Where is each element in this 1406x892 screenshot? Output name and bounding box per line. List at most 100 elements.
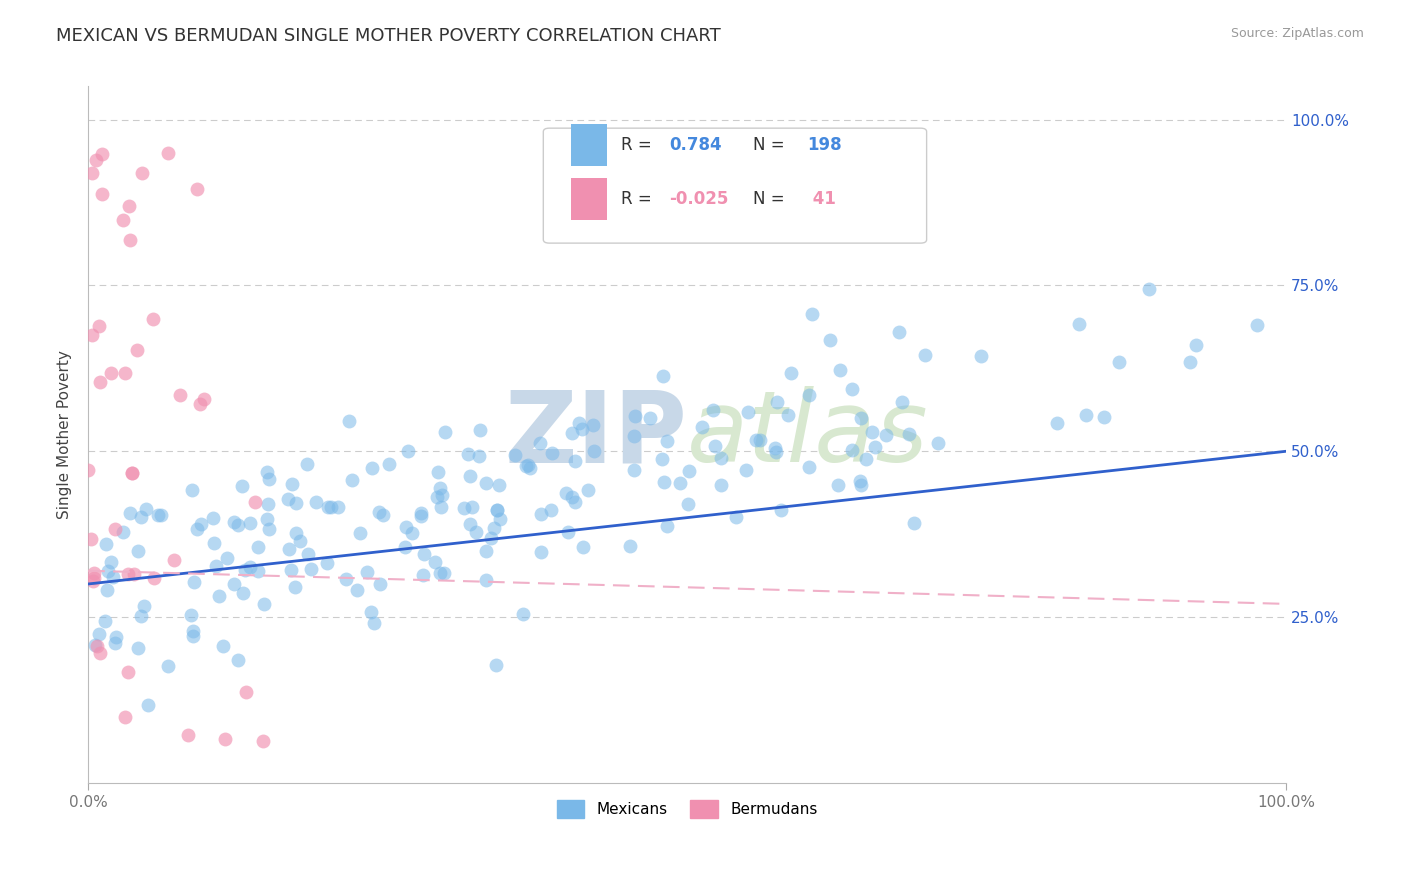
- Mexicans: [475, 573, 498, 587]
- Mexicans: [135, 502, 157, 516]
- Mexicans: [277, 492, 299, 507]
- Mexicans: [710, 451, 733, 466]
- Mexicans: [1246, 318, 1268, 333]
- Bermudans: [122, 567, 145, 582]
- Mexicans: [766, 394, 789, 409]
- Mexicans: [763, 441, 786, 455]
- Mexicans: [555, 486, 578, 500]
- Mexicans: [652, 475, 675, 489]
- Mexicans: [222, 515, 245, 529]
- Mexicans: [488, 512, 510, 526]
- Mexicans: [769, 503, 792, 517]
- Mexicans: [373, 508, 395, 523]
- Bermudans: [117, 665, 139, 679]
- Mexicans: [396, 444, 419, 458]
- Mexicans: [1045, 416, 1067, 430]
- Bermudans: [163, 553, 186, 567]
- Mexicans: [256, 465, 278, 479]
- Mexicans: [127, 543, 149, 558]
- Mexicans: [433, 566, 456, 581]
- Mexicans: [104, 630, 127, 644]
- Mexicans: [299, 562, 322, 576]
- Mexicans: [468, 424, 491, 438]
- Mexicans: [678, 464, 700, 478]
- Mexicans: [583, 443, 606, 458]
- Mexicans: [571, 540, 593, 554]
- Mexicans: [370, 577, 392, 591]
- Bermudans: [235, 685, 257, 699]
- Bermudans: [131, 166, 153, 180]
- Mexicans: [239, 516, 262, 530]
- Mexicans: [394, 540, 416, 554]
- Mexicans: [564, 454, 586, 468]
- Bermudans: [142, 571, 165, 585]
- Mexicans: [458, 468, 481, 483]
- Bermudans: [186, 182, 208, 196]
- Bermudans: [243, 495, 266, 509]
- Mexicans: [127, 641, 149, 656]
- Text: N =: N =: [754, 190, 790, 209]
- Mexicans: [851, 410, 873, 425]
- Mexicans: [149, 508, 172, 522]
- Mexicans: [1092, 409, 1115, 424]
- Bermudans: [84, 153, 107, 167]
- Mexicans: [100, 555, 122, 569]
- Bermudans: [156, 145, 179, 160]
- Legend: Mexicans, Bermudans: Mexicans, Bermudans: [551, 794, 824, 824]
- Mexicans: [394, 520, 416, 534]
- Mexicans: [247, 564, 270, 578]
- Mexicans: [360, 606, 382, 620]
- Bermudans: [89, 646, 111, 660]
- Mexicans: [800, 307, 823, 321]
- Mexicans: [118, 506, 141, 520]
- Mexicans: [378, 457, 401, 471]
- Mexicans: [530, 508, 553, 522]
- Mexicans: [568, 416, 591, 430]
- Mexicans: [1185, 338, 1208, 352]
- Mexicans: [505, 448, 527, 462]
- Bermudans: [103, 522, 125, 536]
- Mexicans: [818, 333, 841, 347]
- Bermudans: [188, 397, 211, 411]
- FancyBboxPatch shape: [543, 128, 927, 244]
- Mexicans: [1069, 317, 1091, 331]
- Mexicans: [129, 609, 152, 624]
- Text: MEXICAN VS BERMUDAN SINGLE MOTHER POVERTY CORRELATION CHART: MEXICAN VS BERMUDAN SINGLE MOTHER POVERT…: [56, 27, 721, 45]
- Mexicans: [457, 447, 479, 461]
- Mexicans: [890, 395, 912, 409]
- Mexicans: [427, 465, 450, 479]
- Mexicans: [1137, 283, 1160, 297]
- Mexicans: [111, 525, 134, 540]
- Mexicans: [401, 526, 423, 541]
- Mexicans: [104, 636, 127, 650]
- Mexicans: [280, 563, 302, 577]
- Mexicans: [875, 428, 897, 442]
- Mexicans: [623, 429, 645, 443]
- Mexicans: [458, 517, 481, 532]
- Mexicans: [96, 582, 118, 597]
- Mexicans: [748, 433, 770, 447]
- Mexicans: [208, 589, 231, 603]
- Mexicans: [461, 500, 484, 514]
- FancyBboxPatch shape: [571, 124, 607, 166]
- Mexicans: [841, 443, 863, 458]
- Mexicans: [183, 575, 205, 590]
- Mexicans: [541, 446, 564, 460]
- Mexicans: [356, 565, 378, 579]
- Mexicans: [797, 460, 820, 475]
- Text: N =: N =: [754, 136, 790, 154]
- Mexicans: [89, 627, 111, 641]
- Mexicans: [655, 519, 678, 533]
- FancyBboxPatch shape: [571, 178, 607, 220]
- Mexicans: [94, 614, 117, 628]
- Text: R =: R =: [621, 136, 657, 154]
- Mexicans: [849, 474, 872, 488]
- Mexicans: [205, 559, 228, 574]
- Mexicans: [190, 517, 212, 532]
- Mexicans: [529, 436, 551, 450]
- Mexicans: [619, 539, 641, 553]
- Mexicans: [253, 598, 276, 612]
- Text: 41: 41: [807, 190, 835, 209]
- Bermudans: [80, 166, 103, 180]
- Mexicans: [453, 501, 475, 516]
